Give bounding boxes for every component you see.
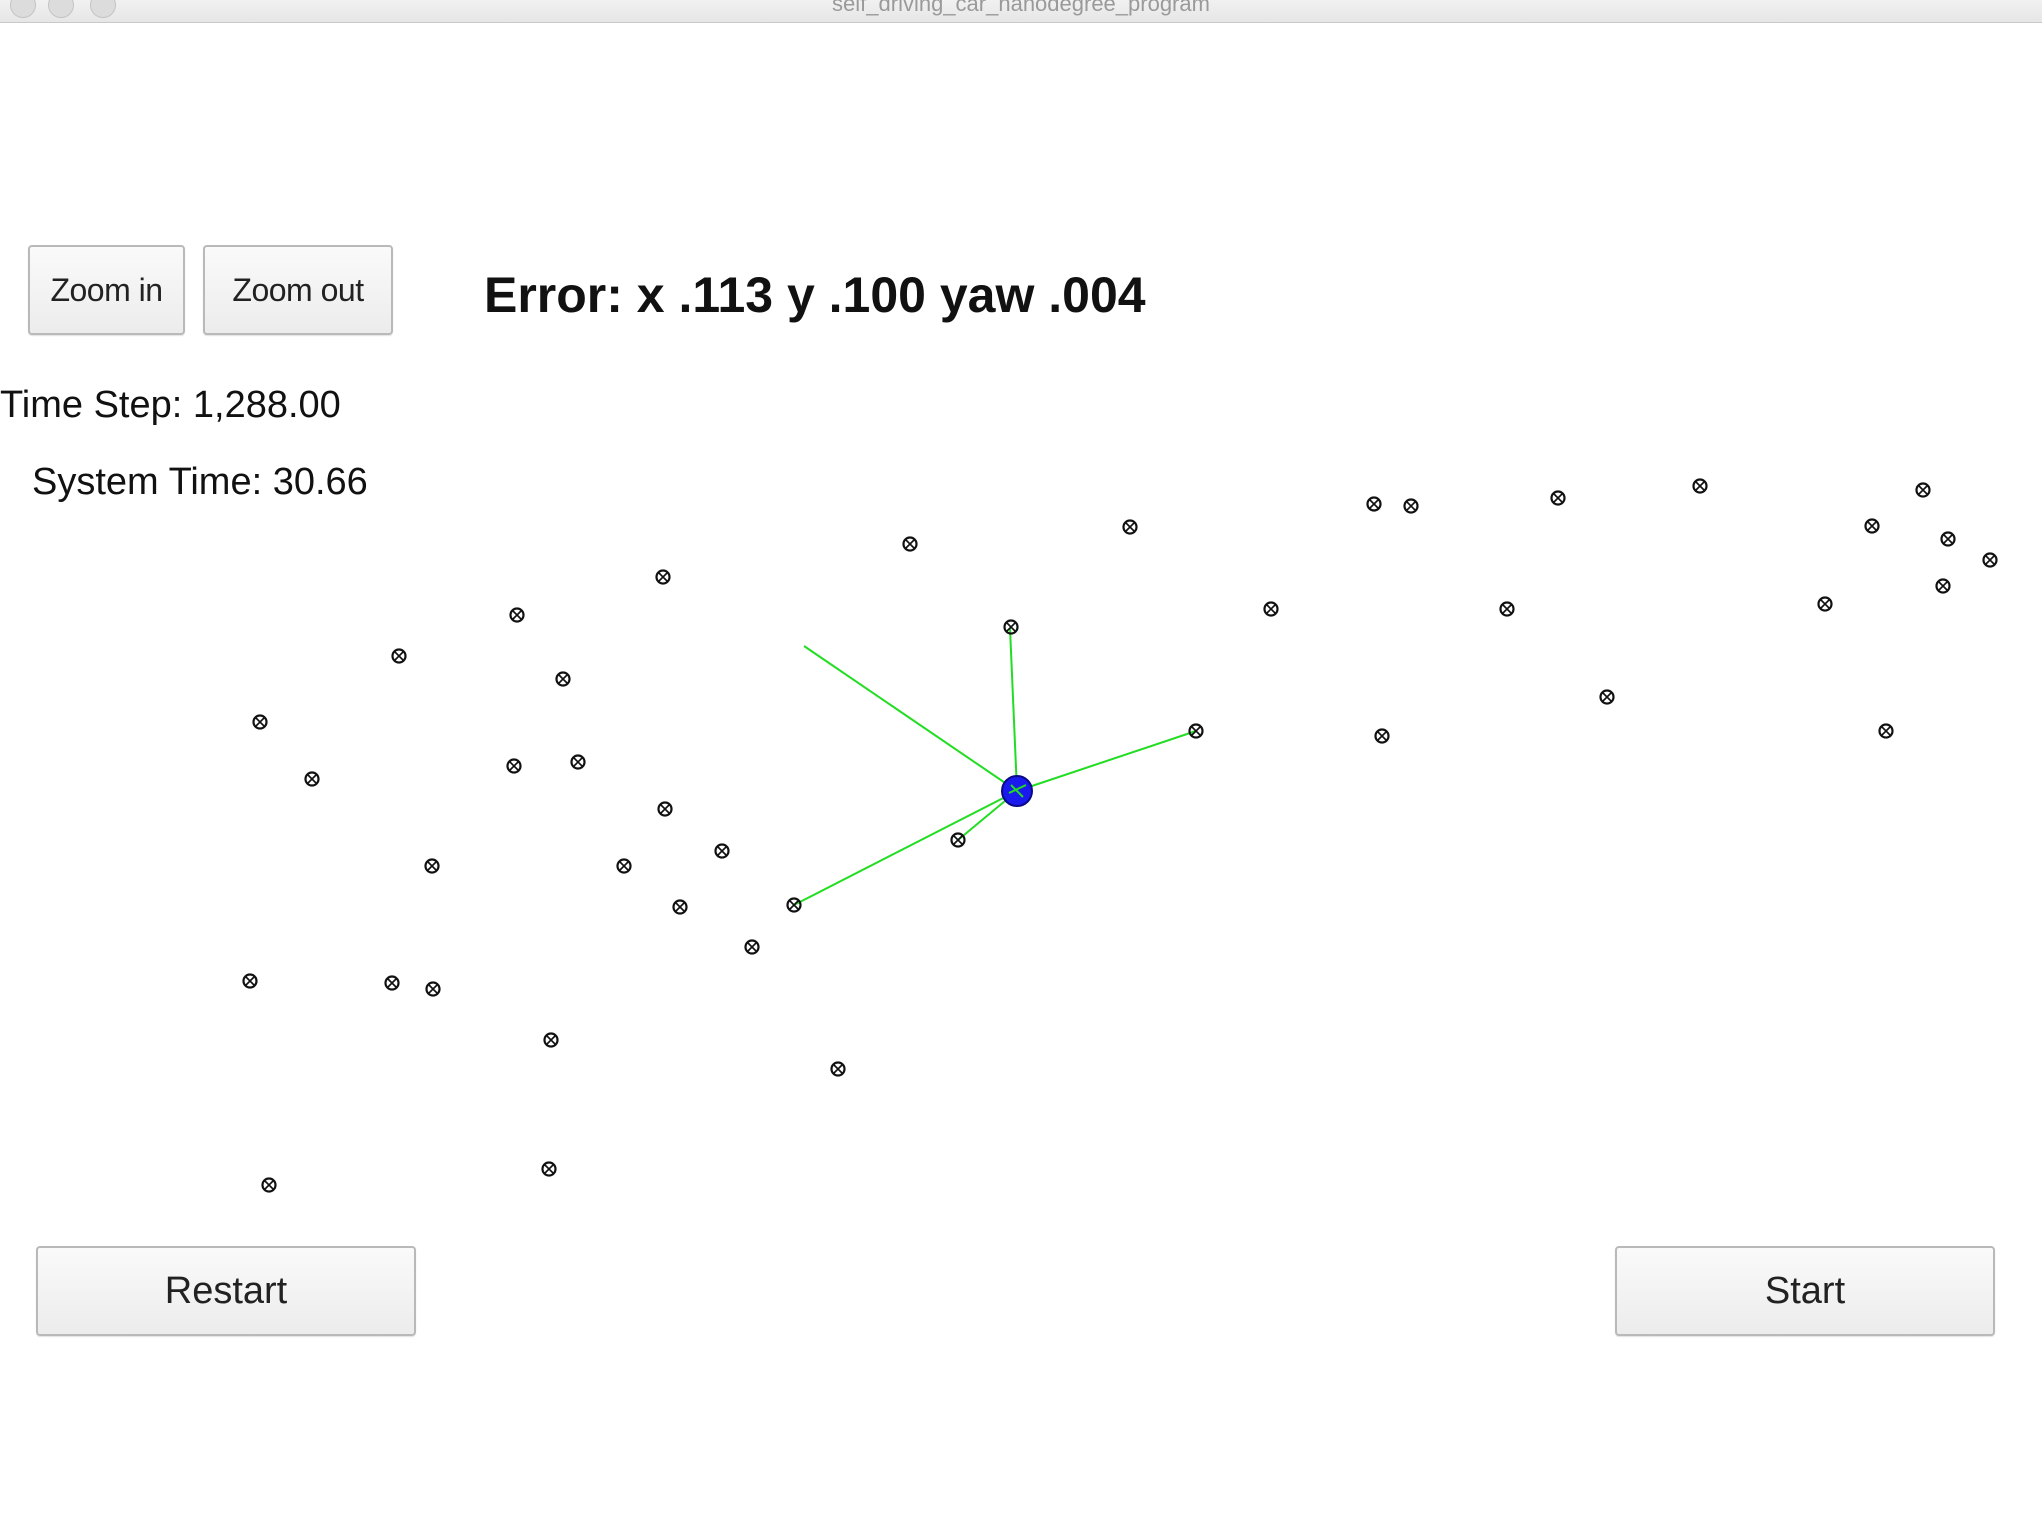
landmark-marker xyxy=(506,758,522,774)
observation-line xyxy=(1016,730,1197,792)
landmark-marker xyxy=(1915,482,1931,498)
landmark-marker xyxy=(1499,601,1515,617)
landmark-marker xyxy=(714,843,730,859)
landmark-marker xyxy=(1878,723,1894,739)
landmark-marker xyxy=(1864,518,1880,534)
start-button[interactable]: Start xyxy=(1615,1246,1995,1336)
observation-lines xyxy=(793,627,1197,906)
landmark-marker xyxy=(391,648,407,664)
system-time-readout: System Time: 30.66 xyxy=(32,461,368,503)
landmark-marker xyxy=(902,536,918,552)
landmarks xyxy=(242,478,1998,1193)
landmark-marker xyxy=(1935,578,1951,594)
landmark-marker xyxy=(1122,519,1138,535)
vehicle xyxy=(1001,775,1033,807)
landmark-marker xyxy=(786,897,802,913)
landmark-marker xyxy=(1817,596,1833,612)
landmark-marker xyxy=(1982,552,1998,568)
landmark-marker xyxy=(950,832,966,848)
landmark-marker xyxy=(1263,601,1279,617)
landmark-marker xyxy=(657,801,673,817)
title-bar: self_driving_car_nanodegree_program xyxy=(0,0,2042,23)
landmark-marker xyxy=(261,1177,277,1193)
landmark-marker xyxy=(1003,619,1019,635)
window-title: self_driving_car_nanodegree_program xyxy=(832,0,1210,16)
landmark-marker xyxy=(616,858,632,874)
vehicle-heading-indicator xyxy=(1008,784,1027,798)
landmark-marker xyxy=(543,1032,559,1048)
landmark-marker xyxy=(1188,723,1204,739)
landmark-marker xyxy=(570,754,586,770)
observation-line xyxy=(793,790,1018,906)
landmark-marker xyxy=(1374,728,1390,744)
landmark-marker xyxy=(1599,689,1615,705)
landmark-marker xyxy=(744,939,760,955)
landmark-marker xyxy=(1366,496,1382,512)
landmark-marker xyxy=(252,714,268,730)
landmark-marker xyxy=(1550,490,1566,506)
landmark-marker xyxy=(672,899,688,915)
landmark-marker xyxy=(1940,531,1956,547)
landmark-marker xyxy=(509,607,525,623)
observation-line xyxy=(1009,627,1018,792)
time-step-readout: Time Step: 1,288.00 xyxy=(0,384,341,426)
landmark-marker xyxy=(555,671,571,687)
observation-line xyxy=(803,645,1018,792)
landmark-marker xyxy=(830,1061,846,1077)
landmark-marker xyxy=(425,981,441,997)
landmark-marker xyxy=(655,569,671,585)
landmark-marker xyxy=(424,858,440,874)
landmark-marker xyxy=(541,1161,557,1177)
landmark-marker xyxy=(384,975,400,991)
zoom-in-button[interactable]: Zoom in xyxy=(28,245,185,335)
restart-button[interactable]: Restart xyxy=(36,1246,416,1336)
zoom-out-button[interactable]: Zoom out xyxy=(203,245,393,335)
landmark-marker xyxy=(242,973,258,989)
landmark-marker xyxy=(304,771,320,787)
landmark-marker xyxy=(1403,498,1419,514)
landmark-marker xyxy=(1692,478,1708,494)
error-readout: Error: x .113 y .100 yaw .004 xyxy=(484,267,1146,323)
